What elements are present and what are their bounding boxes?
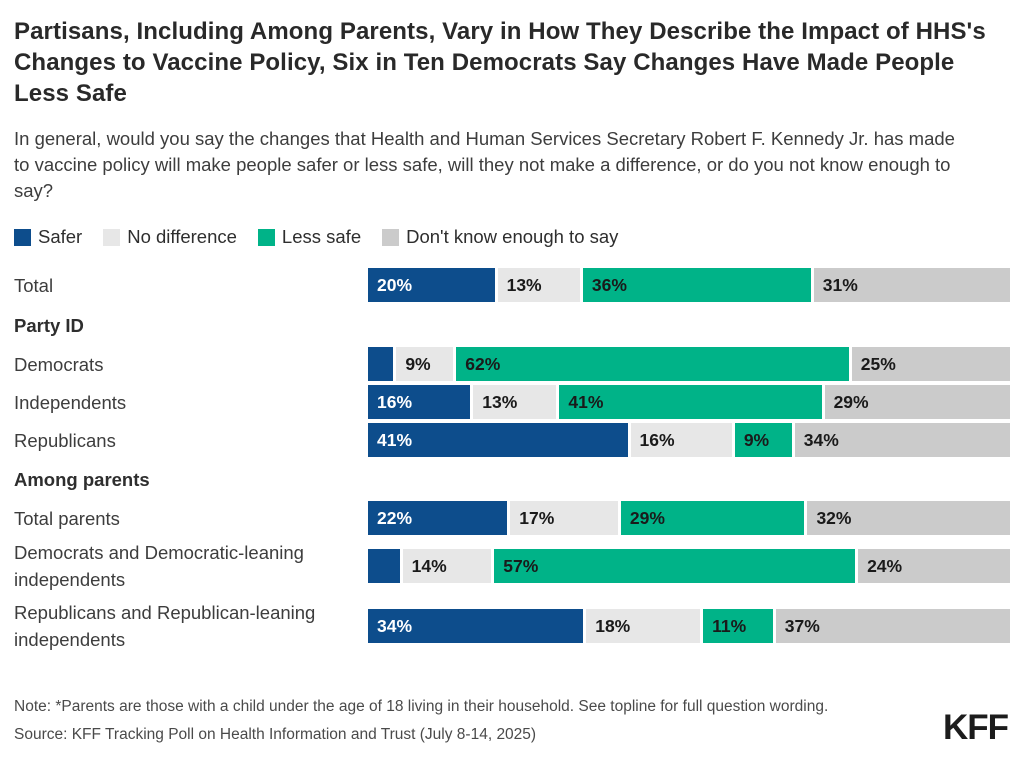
bar-segment-less-safe: 57% bbox=[494, 549, 856, 583]
bar-segment-safer: 41% bbox=[368, 423, 628, 457]
section-header-among-parents: Among parents bbox=[14, 469, 150, 490]
chart-row-total: Total 20% 13% 36% 31% bbox=[14, 268, 1010, 302]
bar-group: 14% 57% 24% bbox=[368, 549, 1010, 583]
bar-value-label: 37% bbox=[784, 615, 820, 636]
chart-row-democrats-and-democratic-leaning-independents: Democrats and Democratic-leaning indepen… bbox=[14, 539, 1010, 593]
chart-row-republicans: Republicans 41% 16% 9% 34% bbox=[14, 423, 1010, 457]
bar-segment-no-difference: 13% bbox=[497, 268, 580, 302]
bar-value-label: 41% bbox=[568, 391, 604, 412]
bar-segment-less-safe: 41% bbox=[559, 385, 822, 419]
kff-logo: KFF bbox=[942, 708, 1009, 747]
row-label: Democrats and Democratic-leaning indepen… bbox=[14, 542, 304, 590]
bar-segment-don-t-know-enough-to-say: 24% bbox=[858, 549, 1010, 583]
chart-row-republicans-and-republican-leaning-independents: Republicans and Republican-leaning indep… bbox=[14, 599, 1010, 653]
chart-row-independents: Independents 16% 13% 41% 29% bbox=[14, 385, 1010, 419]
bar-value-label: 18% bbox=[595, 615, 631, 636]
chart-row-democrats: Democrats 9% 62% 25% bbox=[14, 347, 1010, 381]
bar-segment-no-difference: 13% bbox=[473, 385, 557, 419]
bar-value-label: 17% bbox=[519, 507, 555, 528]
chart-row-total-parents: Total parents 22% 17% 29% 32% bbox=[14, 501, 1010, 535]
stacked-bar-chart: Total 20% 13% 36% 31% Party ID Democrats 9% 62% 2… bbox=[14, 268, 1010, 653]
bar-value-label: 34% bbox=[377, 615, 413, 636]
section-header-party-id: Party ID bbox=[14, 315, 84, 336]
bar-value-label: 57% bbox=[503, 555, 539, 576]
bar-value-label: 36% bbox=[591, 274, 627, 295]
bar-segment-don-t-know-enough-to-say: 31% bbox=[813, 268, 1010, 302]
chart-subtitle: In general, would you say the changes th… bbox=[14, 128, 955, 201]
bar-value-label: 16% bbox=[377, 391, 413, 412]
bar-group: 22% 17% 29% 32% bbox=[368, 501, 1010, 535]
bar-value-label: 11% bbox=[712, 615, 747, 636]
bar-segment-safer: 34% bbox=[368, 609, 584, 643]
legend-label: No difference bbox=[127, 226, 237, 247]
legend-item-safer: Safer bbox=[14, 226, 82, 248]
bar-value-label: 9% bbox=[405, 353, 431, 374]
bar-segment-less-safe: 36% bbox=[582, 268, 811, 302]
bar-value-label: 9% bbox=[743, 429, 770, 450]
bar-segment-less-safe: 29% bbox=[620, 501, 805, 535]
bar-segment-don-t-know-enough-to-say: 37% bbox=[775, 609, 1010, 643]
row-label: Total bbox=[14, 274, 54, 296]
bar-group: 34% 18% 11% 37% bbox=[368, 609, 1010, 643]
bar-value-label: 41% bbox=[377, 429, 413, 450]
bar-value-label: 13% bbox=[506, 274, 542, 295]
bar-value-label: 14% bbox=[411, 555, 447, 576]
bar-segment-don-t-know-enough-to-say: 25% bbox=[851, 347, 1010, 381]
bar-value-label: 29% bbox=[833, 391, 869, 412]
bar-value-label: 24% bbox=[867, 555, 903, 576]
legend-swatch-safer bbox=[14, 228, 31, 246]
bar-value-label: 34% bbox=[803, 429, 839, 450]
bar-segment-don-t-know-enough-to-say: 29% bbox=[824, 385, 1010, 419]
row-label: Total parents bbox=[14, 507, 120, 529]
legend-item-no-difference: No difference bbox=[103, 226, 237, 248]
bar-value-label: 29% bbox=[629, 507, 665, 528]
bar-segment-don-t-know-enough-to-say: 32% bbox=[807, 501, 1010, 535]
legend-swatch-less-safe bbox=[257, 228, 275, 246]
bar-value-label: 22% bbox=[377, 507, 413, 528]
bar-value-label: 20% bbox=[377, 274, 413, 295]
row-label: Independents bbox=[14, 391, 127, 413]
bar-value-label: 62% bbox=[465, 353, 501, 374]
legend-item-don-t-know-enough-to-say: Don't know enough to say bbox=[382, 226, 618, 248]
bar-segment-less-safe: 11% bbox=[703, 609, 773, 643]
legend-label: Less safe bbox=[281, 226, 362, 247]
bar-segment-no-difference: 14% bbox=[402, 549, 492, 583]
legend-swatch-no-difference bbox=[103, 228, 121, 246]
legend-swatch-don-t-know-enough-to-say bbox=[382, 228, 400, 246]
bar-segment-safer bbox=[368, 549, 400, 583]
bar-value-label: 31% bbox=[822, 274, 858, 295]
bar-segment-less-safe: 62% bbox=[456, 347, 849, 381]
row-label: Republicans and Republican-leaning indep… bbox=[14, 602, 316, 650]
bar-value-label: 32% bbox=[816, 507, 852, 528]
source-text: Source: KFF Tracking Poll on Health Info… bbox=[14, 726, 537, 743]
bar-group: 20% 13% 36% 31% bbox=[368, 268, 1010, 302]
bar-segment-safer bbox=[368, 347, 394, 381]
bar-segment-less-safe: 9% bbox=[734, 423, 792, 457]
bar-segment-no-difference: 9% bbox=[396, 347, 454, 381]
bar-value-label: 25% bbox=[860, 353, 896, 374]
bar-segment-safer: 16% bbox=[368, 385, 471, 419]
bar-segment-no-difference: 16% bbox=[630, 423, 732, 457]
row-label: Republicans bbox=[14, 429, 116, 451]
legend-item-less-safe: Less safe bbox=[257, 226, 362, 248]
legend-label: Safer bbox=[38, 226, 83, 247]
bar-segment-no-difference: 18% bbox=[586, 609, 701, 643]
legend: Safer No difference Less safe Don't know en… bbox=[14, 226, 1010, 248]
bar-group: 41% 16% 9% 34% bbox=[368, 423, 1010, 457]
row-label: Democrats bbox=[14, 353, 104, 375]
bar-value-label: 16% bbox=[639, 429, 675, 450]
bar-segment-no-difference: 17% bbox=[510, 501, 618, 535]
chart-title: Partisans, Including Among Parents, Vary… bbox=[14, 18, 986, 107]
legend-label: Don't know enough to say bbox=[406, 226, 619, 247]
bar-group: 9% 62% 25% bbox=[368, 347, 1010, 381]
bar-segment-safer: 22% bbox=[368, 501, 508, 535]
bar-group: 16% 13% 41% 29% bbox=[368, 385, 1010, 419]
bar-segment-safer: 20% bbox=[368, 268, 495, 302]
bar-segment-don-t-know-enough-to-say: 34% bbox=[794, 423, 1010, 457]
note-text: Note: *Parents are those with a child un… bbox=[14, 698, 829, 715]
bar-value-label: 13% bbox=[482, 391, 518, 412]
